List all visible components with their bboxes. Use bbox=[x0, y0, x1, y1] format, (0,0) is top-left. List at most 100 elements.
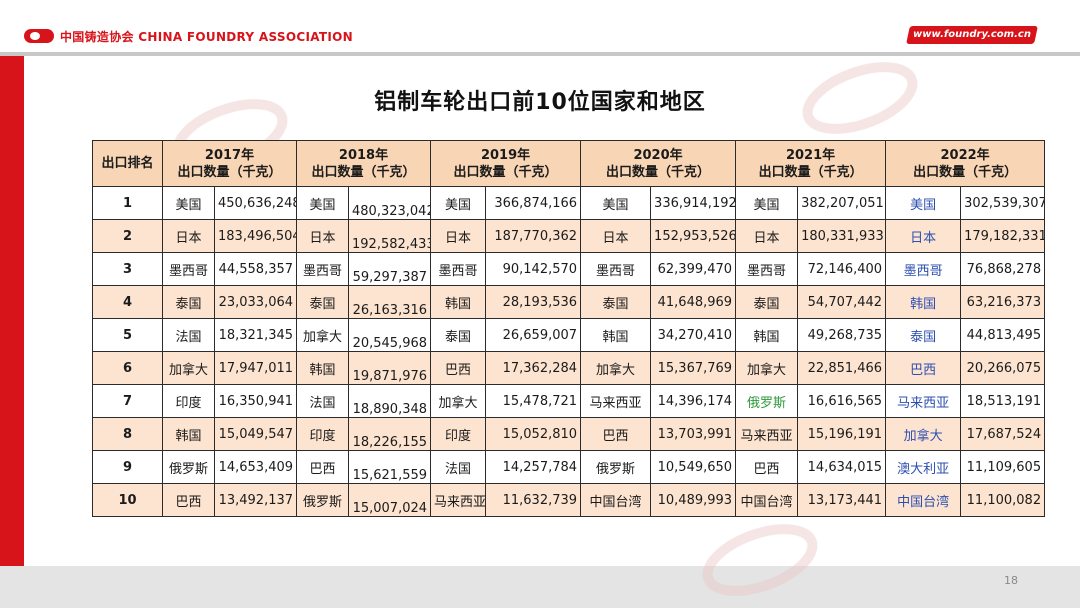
country-cell: 韩国 bbox=[580, 318, 652, 352]
rank-cell: 6 bbox=[92, 351, 163, 385]
export-value-cell: 179,182,331 bbox=[960, 219, 1046, 253]
country-cell: 美国 bbox=[580, 186, 652, 220]
country-cell: 中国台湾 bbox=[885, 483, 962, 517]
table-row: 7 印度 16,350,941 法国 18,890,348 加拿大 15,478,721 马来… bbox=[92, 384, 1046, 418]
country-cell: 泰国 bbox=[296, 285, 350, 319]
cfa-logo-icon bbox=[24, 29, 54, 43]
country-cell: 马来西亚 bbox=[430, 483, 487, 517]
export-value-cell: 49,268,735 bbox=[797, 318, 887, 352]
export-value-cell: 18,513,191 bbox=[960, 384, 1046, 418]
country-cell: 马来西亚 bbox=[580, 384, 652, 418]
export-value-cell: 26,659,007 bbox=[485, 318, 582, 352]
export-value-cell: 15,621,559 bbox=[348, 450, 432, 484]
export-value-cell: 13,492,137 bbox=[213, 483, 298, 517]
export-value-cell: 20,266,075 bbox=[960, 351, 1046, 385]
country-cell: 巴西 bbox=[296, 450, 350, 484]
country-cell: 韩国 bbox=[885, 285, 962, 319]
country-cell: 日本 bbox=[162, 219, 215, 253]
export-value-cell: 17,362,284 bbox=[485, 351, 582, 385]
export-value-cell: 14,257,784 bbox=[485, 450, 582, 484]
country-cell: 印度 bbox=[430, 417, 487, 451]
export-value-cell: 72,146,400 bbox=[797, 252, 887, 286]
export-value-cell: 480,323,042 bbox=[348, 186, 432, 220]
export-value-cell: 11,632,739 bbox=[485, 483, 582, 517]
country-cell: 韩国 bbox=[735, 318, 799, 352]
website-badge: www.foundry.com.cn bbox=[906, 26, 1038, 44]
export-value-cell: 15,049,547 bbox=[213, 417, 298, 451]
export-value-cell: 41,648,969 bbox=[650, 285, 737, 319]
country-cell: 墨西哥 bbox=[885, 252, 962, 286]
export-value-cell: 13,703,991 bbox=[650, 417, 737, 451]
table-body: 1 美国 450,636,248 美国 480,323,042 美国 366,874,166… bbox=[92, 186, 1046, 517]
country-cell: 墨西哥 bbox=[430, 252, 487, 286]
country-cell: 泰国 bbox=[430, 318, 487, 352]
footer-band bbox=[0, 566, 1080, 608]
table-row: 4 泰国 23,033,064 泰国 26,163,316 韩国 28,193,536 泰国 4… bbox=[92, 285, 1046, 319]
export-value-cell: 336,914,192 bbox=[650, 186, 737, 220]
export-value-cell: 10,549,650 bbox=[650, 450, 737, 484]
side-accent-bar bbox=[0, 56, 24, 608]
export-value-cell: 18,226,155 bbox=[348, 417, 432, 451]
country-cell: 加拿大 bbox=[162, 351, 215, 385]
country-cell: 韩国 bbox=[430, 285, 487, 319]
export-value-cell: 34,270,410 bbox=[650, 318, 737, 352]
country-cell: 美国 bbox=[296, 186, 350, 220]
export-value-cell: 15,052,810 bbox=[485, 417, 582, 451]
table-row: 10 巴西 13,492,137 俄罗斯 15,007,024 马来西亚 11,632,73… bbox=[92, 483, 1046, 517]
export-value-cell: 11,100,082 bbox=[960, 483, 1046, 517]
association-logo: 中国铸造协会 CHINA FOUNDRY ASSOCIATION bbox=[24, 26, 353, 46]
header-2021: 2021年 出口数量（千克） bbox=[735, 140, 887, 187]
country-cell: 日本 bbox=[885, 219, 962, 253]
page-number: 18 bbox=[1004, 574, 1018, 587]
table-row: 6 加拿大 17,947,011 韩国 19,871,976 巴西 17,362,284 加拿… bbox=[92, 351, 1046, 385]
export-value-cell: 366,874,166 bbox=[485, 186, 582, 220]
export-value-cell: 26,163,316 bbox=[348, 285, 432, 319]
country-cell: 美国 bbox=[162, 186, 215, 220]
export-value-cell: 302,539,307 bbox=[960, 186, 1046, 220]
export-value-cell: 19,871,976 bbox=[348, 351, 432, 385]
country-cell: 印度 bbox=[162, 384, 215, 418]
country-cell: 马来西亚 bbox=[735, 417, 799, 451]
country-cell: 日本 bbox=[580, 219, 652, 253]
header-2022: 2022年 出口数量（千克） bbox=[885, 140, 1046, 187]
logo-text: 中国铸造协会 CHINA FOUNDRY ASSOCIATION bbox=[60, 29, 353, 44]
table-row: 8 韩国 15,049,547 印度 18,226,155 印度 15,052,810 巴西 1… bbox=[92, 417, 1046, 451]
country-cell: 巴西 bbox=[580, 417, 652, 451]
table-title: 铝制车轮出口前10位国家和地区 bbox=[374, 90, 706, 115]
export-value-cell: 59,297,387 bbox=[348, 252, 432, 286]
header-2017: 2017年 出口数量（千克） bbox=[161, 140, 298, 187]
export-value-cell: 15,478,721 bbox=[485, 384, 582, 418]
export-value-cell: 192,582,433 bbox=[348, 219, 432, 253]
export-value-cell: 76,868,278 bbox=[960, 252, 1046, 286]
country-cell: 加拿大 bbox=[580, 351, 652, 385]
country-cell: 墨西哥 bbox=[162, 252, 215, 286]
country-cell: 泰国 bbox=[885, 318, 962, 352]
country-cell: 美国 bbox=[735, 186, 799, 220]
export-value-cell: 15,367,769 bbox=[650, 351, 737, 385]
country-cell: 加拿大 bbox=[735, 351, 799, 385]
export-value-cell: 54,707,442 bbox=[797, 285, 887, 319]
table-header-row: 出口排名 2017年 出口数量（千克） 2018年 出口数量（千克） 2019年 出口… bbox=[92, 140, 1046, 187]
export-value-cell: 16,350,941 bbox=[213, 384, 298, 418]
country-cell: 法国 bbox=[162, 318, 215, 352]
export-value-cell: 18,321,345 bbox=[213, 318, 298, 352]
rank-cell: 10 bbox=[92, 483, 163, 517]
country-cell: 法国 bbox=[430, 450, 487, 484]
country-cell: 马来西亚 bbox=[885, 384, 962, 418]
country-cell: 俄罗斯 bbox=[296, 483, 350, 517]
country-cell: 印度 bbox=[296, 417, 350, 451]
header-2020: 2020年 出口数量（千克） bbox=[580, 140, 737, 187]
export-value-cell: 13,173,441 bbox=[797, 483, 887, 517]
country-cell: 墨西哥 bbox=[296, 252, 350, 286]
export-value-cell: 44,558,357 bbox=[213, 252, 298, 286]
country-cell: 澳大利亚 bbox=[885, 450, 962, 484]
export-value-cell: 18,890,348 bbox=[348, 384, 432, 418]
country-cell: 韩国 bbox=[162, 417, 215, 451]
country-cell: 加拿大 bbox=[296, 318, 350, 352]
export-value-cell: 20,545,968 bbox=[348, 318, 432, 352]
export-value-cell: 183,496,504 bbox=[213, 219, 298, 253]
export-value-cell: 62,399,470 bbox=[650, 252, 737, 286]
country-cell: 巴西 bbox=[885, 351, 962, 385]
country-cell: 墨西哥 bbox=[735, 252, 799, 286]
export-value-cell: 17,687,524 bbox=[960, 417, 1046, 451]
